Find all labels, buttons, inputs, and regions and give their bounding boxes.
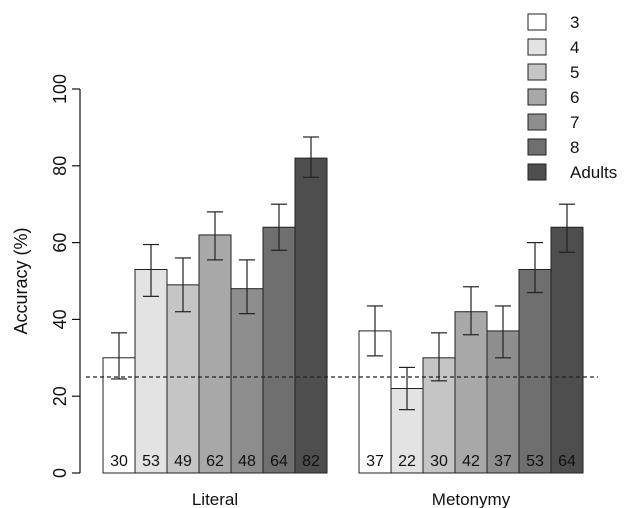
bar-value-label: 37 bbox=[494, 453, 512, 470]
legend-swatch bbox=[527, 88, 547, 106]
bar-value-label: 48 bbox=[238, 453, 256, 470]
legend-label: 4 bbox=[570, 38, 579, 57]
legend-swatch bbox=[527, 38, 547, 56]
legend-label: 6 bbox=[570, 88, 579, 107]
legend-label: 5 bbox=[570, 63, 579, 82]
y-tick-label: 100 bbox=[50, 74, 70, 104]
legend-label: Adults bbox=[570, 163, 617, 182]
y-tick-label: 0 bbox=[50, 468, 70, 478]
bar-value-label: 49 bbox=[174, 453, 192, 470]
y-tick-label: 80 bbox=[50, 156, 70, 176]
legend-label: 3 bbox=[570, 13, 579, 32]
bar-value-label: 30 bbox=[430, 453, 448, 470]
legend-swatch bbox=[527, 138, 547, 156]
legend-swatch bbox=[527, 163, 547, 181]
legend-swatch bbox=[527, 13, 547, 31]
bar bbox=[198, 234, 232, 474]
bar bbox=[518, 268, 552, 474]
bar-value-labels: 30 53 49 62 48 64 82 37 22 30 42 37 53 64 bbox=[110, 453, 576, 470]
bar-value-label: 53 bbox=[526, 453, 544, 470]
bar bbox=[134, 268, 168, 474]
bar bbox=[294, 157, 328, 474]
y-tick-label: 40 bbox=[50, 309, 70, 329]
y-axis-title: Accuracy (%) bbox=[11, 227, 31, 334]
bar-value-label: 42 bbox=[462, 453, 480, 470]
bar-value-label: 37 bbox=[366, 453, 384, 470]
bar-value-label: 62 bbox=[206, 453, 224, 470]
bar-value-label: 82 bbox=[302, 453, 320, 470]
category-labels: Literal Metonymy bbox=[192, 490, 511, 508]
legend-swatch bbox=[527, 63, 547, 81]
y-tick-label: 20 bbox=[50, 386, 70, 406]
bar bbox=[230, 288, 264, 474]
bar bbox=[550, 226, 584, 474]
bar-value-label: 30 bbox=[110, 453, 128, 470]
category-label: Literal bbox=[192, 490, 238, 508]
bar-value-label: 64 bbox=[558, 453, 576, 470]
bar-value-label: 22 bbox=[398, 453, 416, 470]
legend-label: 7 bbox=[570, 113, 579, 132]
y-tick-label: 60 bbox=[50, 233, 70, 253]
bars bbox=[102, 136, 584, 474]
legend-label: 8 bbox=[570, 138, 579, 157]
y-axis: 0 20 40 60 80 100 bbox=[50, 74, 81, 478]
legend: 3 4 5 6 7 8 Adults bbox=[527, 13, 617, 182]
bar bbox=[166, 284, 200, 474]
bar-value-label: 64 bbox=[270, 453, 288, 470]
category-label: Metonymy bbox=[432, 490, 511, 508]
bar bbox=[262, 226, 296, 474]
bar-value-label: 53 bbox=[142, 453, 160, 470]
legend-swatch bbox=[527, 113, 547, 131]
bar bbox=[454, 311, 488, 474]
